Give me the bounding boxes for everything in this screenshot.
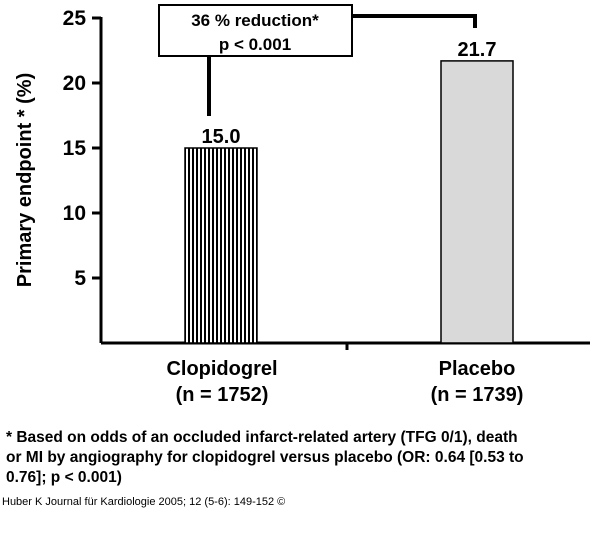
y-tick-label: 15	[63, 137, 87, 160]
annotation-line-1: 36 % reduction*	[191, 11, 319, 30]
bar-chart: 5 10 15 20 25 Primary endpoint * (%) 15.0 21.7…	[14, 4, 590, 406]
y-tick-label: 5	[74, 267, 86, 290]
category-sublabel: (n = 1752)	[176, 384, 269, 406]
y-tick-label: 20	[63, 72, 86, 95]
y-tick-label: 10	[63, 202, 86, 225]
value-label: 15.0	[202, 126, 241, 148]
y-axis-label: Primary endpoint * (%)	[14, 73, 36, 287]
category-label: Clopidogrel	[166, 358, 277, 380]
category-sublabel: (n = 1739)	[431, 384, 524, 406]
footnote: * Based on odds of an occluded infarct-r…	[6, 428, 596, 488]
y-tick-label: 25	[63, 7, 87, 30]
value-label: 21.7	[458, 39, 497, 61]
footnote-line-2: or MI by angiography for clopidogrel ver…	[6, 449, 524, 466]
bar-placebo	[440, 60, 514, 344]
footnote-line-3: 0.76]; p < 0.001)	[6, 469, 122, 486]
category-label: Placebo	[439, 358, 516, 380]
bar-clopidogrel	[184, 147, 258, 344]
annotation-line-2: p < 0.001	[219, 35, 291, 54]
annotation-box	[158, 4, 353, 57]
footnote-line-1: * Based on odds of an occluded infarct-r…	[6, 429, 518, 446]
citation: Huber K Journal für Kardiologie 2005; 12…	[2, 496, 286, 508]
